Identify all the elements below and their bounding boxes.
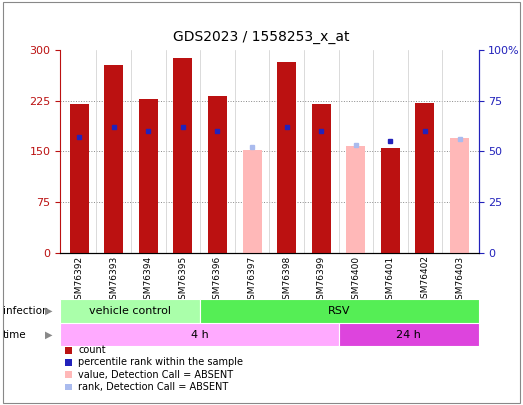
Text: 4 h: 4 h: [191, 330, 209, 339]
Bar: [243, 150, 262, 253]
Text: rank, Detection Call = ABSENT: rank, Detection Call = ABSENT: [78, 382, 229, 392]
Text: ▶: ▶: [45, 306, 52, 316]
Text: ▶: ▶: [45, 330, 52, 339]
Bar: [277, 62, 296, 253]
Bar: [60, 323, 339, 346]
Text: vehicle control: vehicle control: [89, 306, 171, 316]
Bar: [415, 103, 435, 253]
Bar: [70, 104, 89, 253]
Text: RSV: RSV: [328, 306, 350, 316]
Text: 24 h: 24 h: [396, 330, 421, 339]
Text: percentile rank within the sample: percentile rank within the sample: [78, 358, 243, 367]
Text: time: time: [3, 330, 26, 339]
Bar: [450, 138, 469, 253]
Bar: [200, 299, 479, 323]
Bar: [208, 96, 227, 253]
Text: infection: infection: [3, 306, 48, 316]
Bar: [139, 99, 158, 253]
Bar: [312, 104, 331, 253]
Bar: [174, 58, 192, 253]
Bar: [346, 146, 365, 253]
Bar: [60, 299, 200, 323]
Bar: [339, 323, 479, 346]
Bar: [104, 65, 123, 253]
Text: value, Detection Call = ABSENT: value, Detection Call = ABSENT: [78, 370, 234, 379]
Text: GDS2023 / 1558253_x_at: GDS2023 / 1558253_x_at: [173, 30, 350, 44]
Text: count: count: [78, 345, 106, 355]
Bar: [381, 148, 400, 253]
